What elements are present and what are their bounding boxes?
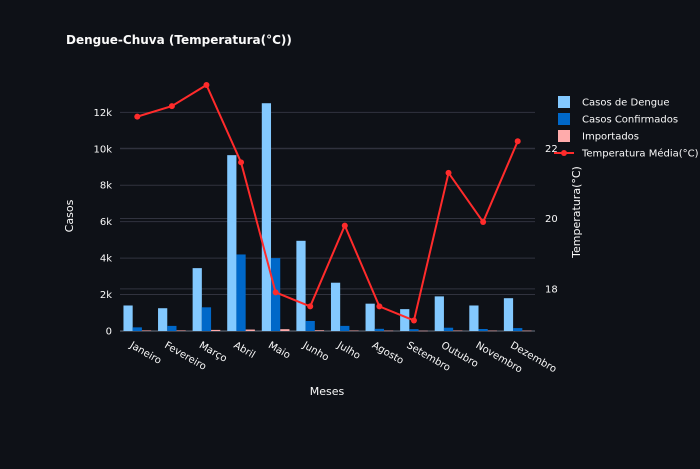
bar-casos-de-dengue-4[interactable] [261, 103, 272, 331]
legend[interactable]: Casos de Dengue Casos Confirmados Importad… [554, 96, 699, 160]
temperature-line [137, 83, 519, 322]
bar-importados-4[interactable] [280, 329, 290, 331]
temperature-point-10[interactable] [480, 219, 487, 226]
legend-item-casos-confirmados[interactable]: Casos Confirmados [558, 113, 678, 126]
bar-casos-de-dengue-11[interactable] [503, 298, 514, 331]
x-tick-label: Janeiro [127, 340, 163, 367]
temperature-point-3[interactable] [238, 159, 245, 166]
y2-tick-label: 22 [545, 144, 558, 155]
bar-casos-de-dengue-9[interactable] [434, 296, 444, 331]
bar-casos-confirmados-5[interactable] [305, 320, 315, 331]
bar-casos-confirmados-9[interactable] [443, 327, 454, 331]
y-tick-label: 10k [93, 144, 112, 155]
bar-casos-confirmados-6[interactable] [340, 325, 350, 331]
bar-casos-confirmados-0[interactable] [132, 327, 142, 331]
temperature-point-6[interactable] [341, 222, 348, 229]
temperature-point-8[interactable] [410, 317, 417, 324]
bar-importados-2[interactable] [211, 329, 221, 331]
legend-item-casos-de-dengue[interactable]: Casos de Dengue [558, 96, 670, 109]
bar-casos-de-dengue-6[interactable] [330, 282, 341, 331]
bar-importados-7[interactable] [383, 330, 394, 332]
bar-casos-de-dengue-0[interactable] [123, 305, 133, 331]
bar-casos-confirmados-1[interactable] [167, 325, 177, 331]
legend-label: Casos de Dengue [582, 98, 670, 109]
x-tick-label: Maio [266, 340, 292, 361]
bar-importados-11[interactable] [522, 330, 532, 332]
bar-casos-de-dengue-1[interactable] [158, 308, 168, 331]
bar-importados-1[interactable] [176, 330, 186, 331]
bar-importados-3[interactable] [245, 329, 255, 331]
y-tick-label: 12k [93, 108, 112, 119]
y-tick-label: 0 [106, 327, 112, 338]
temperature-point-2[interactable] [203, 82, 210, 88]
bar-casos-de-dengue-7[interactable] [365, 303, 375, 331]
bar-casos-de-dengue-10[interactable] [469, 305, 479, 331]
temperature-point-5[interactable] [307, 303, 314, 310]
y-axis-title: Casos [63, 199, 76, 232]
legend-label: Importados [582, 132, 639, 143]
legend-item-importados[interactable]: Importados [558, 130, 639, 143]
bar-casos-de-dengue-8[interactable] [400, 309, 410, 331]
y-tick-label: 8k [100, 181, 112, 192]
bar-casos-confirmados-3[interactable] [236, 254, 246, 331]
y-tick-label: 4k [100, 254, 112, 265]
y2-tick-label: 20 [545, 214, 558, 225]
y2-axis-title: Temperatura(°C) [570, 166, 583, 259]
legend-swatch [558, 96, 570, 108]
bar-casos-confirmados-7[interactable] [374, 328, 384, 331]
temperature-point-7[interactable] [376, 303, 383, 310]
temperature-point-4[interactable] [272, 289, 279, 296]
x-tick-label: Agosto [370, 340, 405, 367]
temperature-point-1[interactable] [168, 103, 175, 110]
bar-casos-de-dengue-5[interactable] [296, 240, 306, 331]
legend-swatch [558, 130, 570, 142]
bar-casos-de-dengue-3[interactable] [227, 155, 237, 331]
bar-casos-confirmados-8[interactable] [409, 329, 419, 331]
bar-importados-6[interactable] [349, 330, 359, 332]
y-tick-label: 6k [100, 217, 112, 228]
legend-swatch [558, 113, 570, 125]
bar-layer [123, 103, 532, 332]
chart-title: Dengue-Chuva (Temperatura(°C)) [66, 33, 292, 47]
bar-importados-0[interactable] [141, 330, 152, 331]
legend-item-temperatura-m-dia-c-[interactable]: Temperatura Média(°C) [554, 148, 699, 160]
legend-marker [561, 150, 567, 156]
x-tick-label: Abril [232, 340, 257, 361]
temperature-point-9[interactable] [445, 169, 452, 176]
temperature-point-11[interactable] [514, 138, 521, 145]
bar-casos-de-dengue-2[interactable] [192, 268, 202, 331]
x-axis-title: Meses [310, 385, 345, 398]
y2-tick-label: 18 [545, 284, 558, 295]
x-tick-label: Julho [334, 340, 362, 362]
grid-layer [120, 111, 535, 332]
bar-importados-9[interactable] [453, 330, 463, 332]
legend-label: Casos Confirmados [582, 115, 678, 126]
bar-casos-confirmados-2[interactable] [201, 307, 212, 331]
x-tick-label: Junho [300, 340, 331, 364]
bar-importados-5[interactable] [314, 330, 325, 331]
bar-casos-confirmados-11[interactable] [513, 328, 523, 331]
bar-casos-confirmados-10[interactable] [478, 328, 488, 331]
line-layer [134, 82, 521, 324]
legend-label: Temperatura Média(°C) [581, 148, 699, 160]
bar-importados-8[interactable] [418, 330, 428, 332]
temperature-point-0[interactable] [134, 113, 141, 120]
y-tick-label: 2k [100, 290, 112, 301]
bar-importados-10[interactable] [487, 330, 497, 332]
